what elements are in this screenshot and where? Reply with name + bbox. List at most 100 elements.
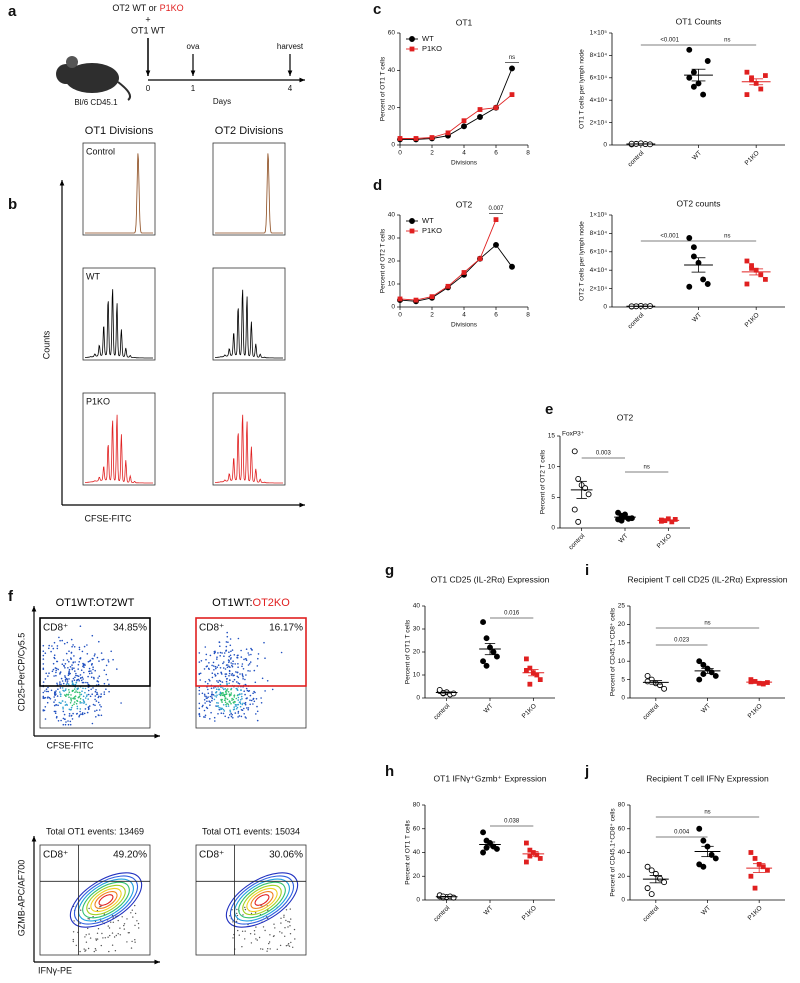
flow-event bbox=[231, 664, 233, 667]
x-tick-label: control bbox=[433, 904, 452, 923]
flow-event bbox=[214, 675, 217, 677]
flow-event bbox=[231, 672, 234, 675]
point bbox=[712, 855, 719, 862]
flow-event bbox=[244, 693, 246, 696]
flow-event bbox=[86, 644, 88, 646]
point bbox=[397, 296, 403, 302]
flow-event bbox=[262, 926, 265, 928]
flow-event bbox=[96, 691, 98, 694]
point bbox=[749, 265, 754, 271]
flow-event bbox=[64, 701, 67, 703]
flow-event bbox=[217, 681, 219, 683]
flow-event bbox=[82, 665, 84, 668]
point bbox=[413, 136, 419, 141]
flow-event bbox=[65, 693, 68, 696]
flow-event bbox=[42, 644, 45, 647]
flow-event bbox=[71, 683, 74, 686]
flow-event bbox=[268, 941, 271, 943]
flow-event bbox=[64, 676, 67, 679]
flow-event bbox=[263, 641, 265, 644]
y-tick-label: 2×10⁴ bbox=[590, 119, 608, 126]
flow-event bbox=[221, 681, 224, 683]
flow-event bbox=[251, 648, 253, 651]
schematic-text: + bbox=[145, 14, 150, 24]
flow-event bbox=[93, 676, 95, 679]
flow-event bbox=[214, 695, 216, 697]
flow-event bbox=[264, 690, 266, 692]
flow-event bbox=[235, 705, 237, 707]
flow-event bbox=[281, 932, 283, 934]
flow-event bbox=[248, 690, 251, 692]
point bbox=[524, 656, 529, 662]
y-axis-label: Percent of OT1 T cells bbox=[380, 56, 387, 121]
flow-event bbox=[249, 703, 251, 706]
flow-event bbox=[230, 662, 232, 664]
flow-event bbox=[62, 689, 64, 692]
flow-event bbox=[70, 706, 73, 709]
flow-event bbox=[68, 713, 71, 715]
flow-event bbox=[82, 713, 84, 716]
x-tick-label: P1KO bbox=[744, 150, 761, 167]
flow-event bbox=[279, 944, 282, 947]
y-tick-label: 0 bbox=[391, 142, 395, 149]
flow-event bbox=[267, 909, 269, 912]
flow-event bbox=[226, 702, 228, 705]
flow-event bbox=[75, 944, 78, 947]
flow-event bbox=[230, 702, 232, 705]
flow-event bbox=[224, 701, 227, 703]
point bbox=[700, 671, 707, 678]
flow-event bbox=[60, 677, 63, 680]
point bbox=[644, 678, 651, 685]
flow-event bbox=[289, 908, 291, 910]
flow-event bbox=[54, 710, 57, 713]
flow-event bbox=[209, 695, 212, 698]
flow-event bbox=[253, 700, 256, 703]
point bbox=[461, 123, 467, 130]
flow-event bbox=[229, 644, 232, 647]
y-axis-label: Percent of OT2 T cells bbox=[380, 228, 387, 293]
flow-event bbox=[207, 682, 209, 685]
flow-event bbox=[230, 694, 232, 696]
contour bbox=[90, 887, 122, 913]
flow-event bbox=[66, 641, 69, 644]
point bbox=[762, 73, 768, 78]
contour bbox=[225, 872, 299, 928]
column-title: OT2 Divisions bbox=[215, 125, 284, 137]
flow-event bbox=[217, 702, 219, 704]
flow-event bbox=[228, 675, 230, 677]
flow-event bbox=[53, 704, 56, 707]
flow-event bbox=[128, 932, 130, 934]
flow-event bbox=[60, 719, 62, 722]
flow-event bbox=[88, 907, 90, 910]
flow-event bbox=[121, 916, 123, 918]
flow-event bbox=[117, 919, 119, 922]
flow-event bbox=[108, 927, 111, 929]
flow-event bbox=[284, 927, 286, 929]
flow-event bbox=[245, 697, 247, 700]
legend-marker bbox=[409, 36, 415, 42]
flow-event bbox=[98, 695, 100, 698]
flow-event bbox=[225, 641, 228, 643]
gate-percent: 49.20% bbox=[113, 850, 147, 861]
flow-event bbox=[204, 646, 207, 648]
flow-event bbox=[65, 652, 68, 655]
flow-event bbox=[134, 904, 136, 907]
y-tick-label: 20 bbox=[388, 104, 396, 111]
flow-event bbox=[87, 918, 89, 920]
flow-event bbox=[207, 692, 210, 695]
flow-event bbox=[211, 672, 214, 674]
flow-event bbox=[221, 694, 224, 697]
flow-event bbox=[68, 668, 71, 671]
panel-letter: d bbox=[373, 177, 382, 194]
flow-event bbox=[256, 939, 258, 941]
flow-event bbox=[61, 700, 64, 702]
flow-event bbox=[234, 712, 237, 714]
flow-event bbox=[224, 668, 227, 670]
gate-percent: 30.06% bbox=[269, 850, 303, 861]
point bbox=[477, 114, 483, 120]
x-tick-label: 2 bbox=[430, 150, 434, 157]
flow-event bbox=[233, 706, 235, 708]
flow-event bbox=[95, 949, 97, 951]
point bbox=[690, 244, 697, 251]
point bbox=[744, 281, 750, 287]
